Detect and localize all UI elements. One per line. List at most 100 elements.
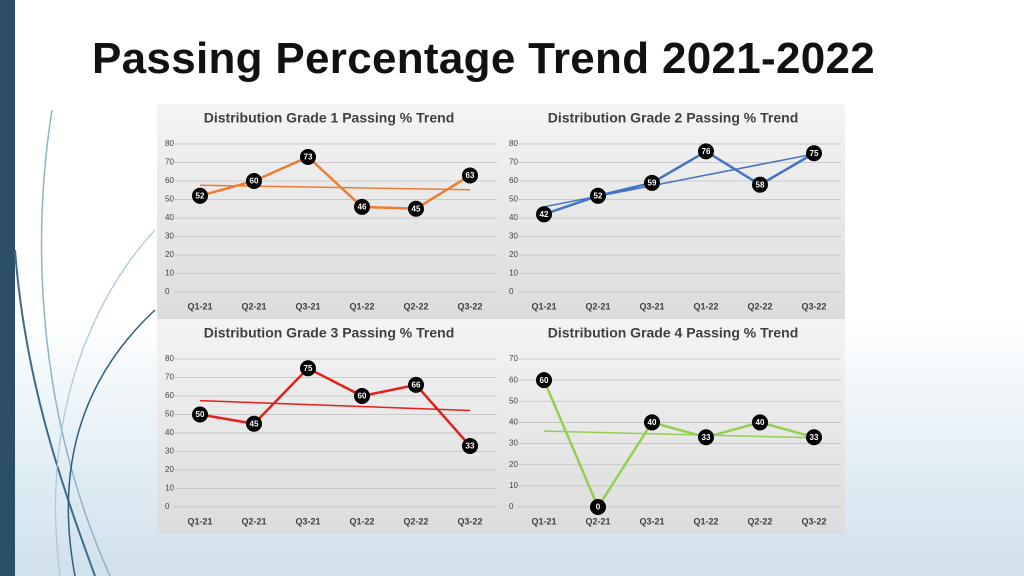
y-tick-label: 30 bbox=[165, 447, 174, 456]
y-tick-label: 50 bbox=[509, 195, 518, 204]
data-line bbox=[199, 366, 471, 447]
decor-curve bbox=[40, 109, 111, 576]
data-point bbox=[536, 372, 552, 389]
y-tick-label: 40 bbox=[509, 213, 518, 222]
y-tick-label: 40 bbox=[165, 428, 174, 437]
data-label: 60 bbox=[358, 392, 367, 401]
data-point bbox=[806, 429, 822, 446]
data-point bbox=[300, 148, 316, 165]
chart-panel bbox=[501, 319, 845, 534]
data-point bbox=[644, 414, 660, 431]
y-tick-label: 70 bbox=[165, 373, 174, 382]
x-tick-label: Q1-21 bbox=[531, 301, 556, 311]
y-tick-label: 30 bbox=[509, 232, 518, 241]
y-tick-label: 70 bbox=[509, 158, 518, 167]
data-label: 60 bbox=[540, 376, 549, 385]
chart-title: Distribution Grade 3 Passing % Trend bbox=[204, 325, 455, 341]
x-tick-label: Q2-21 bbox=[241, 301, 266, 311]
y-tick-label: 40 bbox=[165, 213, 174, 222]
y-tick-label: 10 bbox=[165, 269, 174, 278]
x-tick-label: Q2-22 bbox=[747, 301, 772, 311]
data-point bbox=[698, 143, 714, 160]
y-tick-label: 10 bbox=[509, 481, 518, 490]
data-label: 59 bbox=[648, 178, 657, 187]
chart-panel bbox=[157, 104, 501, 319]
data-label: 45 bbox=[250, 419, 259, 428]
data-label: 66 bbox=[412, 381, 421, 390]
x-tick-label: Q2-22 bbox=[747, 516, 772, 526]
data-label: 76 bbox=[702, 147, 711, 156]
y-tick-label: 80 bbox=[509, 139, 518, 148]
data-label: 75 bbox=[810, 149, 819, 158]
y-tick-label: 50 bbox=[165, 195, 174, 204]
data-label: 46 bbox=[358, 203, 367, 212]
data-label: 40 bbox=[756, 418, 765, 427]
x-tick-label: Q3-21 bbox=[295, 301, 320, 311]
data-label: 0 bbox=[596, 503, 601, 512]
data-point bbox=[462, 437, 478, 454]
data-label: 73 bbox=[304, 153, 313, 162]
x-tick-label: Q1-22 bbox=[349, 516, 374, 526]
data-point bbox=[246, 173, 262, 189]
x-tick-label: Q2-22 bbox=[403, 301, 428, 311]
data-point bbox=[698, 429, 714, 446]
data-point bbox=[462, 167, 478, 184]
y-tick-label: 10 bbox=[509, 269, 518, 278]
data-point bbox=[806, 145, 822, 162]
data-line bbox=[543, 149, 815, 216]
slide-title: Passing Percentage Trend 2021-2022 bbox=[92, 34, 876, 83]
y-tick-label: 0 bbox=[509, 502, 514, 511]
data-point bbox=[408, 376, 424, 393]
trend-line bbox=[543, 430, 815, 439]
data-label: 42 bbox=[540, 210, 549, 219]
y-tick-label: 20 bbox=[165, 250, 174, 259]
x-tick-label: Q3-21 bbox=[639, 516, 664, 526]
data-point bbox=[246, 415, 262, 432]
x-tick-label: Q1-21 bbox=[187, 516, 212, 526]
x-tick-label: Q2-21 bbox=[241, 516, 266, 526]
data-point bbox=[644, 174, 660, 191]
trend-line bbox=[199, 184, 471, 191]
y-tick-label: 0 bbox=[509, 287, 514, 296]
y-tick-label: 30 bbox=[165, 232, 174, 241]
data-label: 50 bbox=[196, 410, 205, 419]
data-point bbox=[590, 187, 606, 204]
y-tick-label: 20 bbox=[509, 250, 518, 259]
decor-curve bbox=[67, 309, 156, 576]
y-tick-label: 60 bbox=[165, 176, 174, 185]
chart-title: Distribution Grade 2 Passing % Trend bbox=[548, 110, 799, 126]
x-tick-label: Q3-22 bbox=[801, 301, 826, 311]
x-tick-label: Q3-22 bbox=[801, 516, 826, 526]
x-tick-label: Q2-21 bbox=[585, 516, 610, 526]
y-tick-label: 20 bbox=[165, 465, 174, 474]
data-point bbox=[192, 187, 208, 204]
chart-title: Distribution Grade 1 Passing % Trend bbox=[204, 110, 455, 126]
data-label: 33 bbox=[702, 433, 711, 442]
y-tick-label: 70 bbox=[509, 354, 518, 363]
chart-panel bbox=[501, 104, 845, 319]
data-label: 52 bbox=[196, 191, 205, 200]
y-tick-label: 20 bbox=[509, 460, 518, 469]
data-label: 63 bbox=[466, 171, 475, 180]
data-label: 60 bbox=[250, 177, 259, 186]
data-line bbox=[542, 379, 815, 510]
y-tick-label: 0 bbox=[165, 287, 170, 296]
data-line bbox=[199, 155, 471, 211]
data-point bbox=[752, 176, 768, 193]
data-label: 58 bbox=[756, 180, 765, 189]
x-tick-label: Q1-21 bbox=[187, 301, 212, 311]
x-tick-label: Q1-22 bbox=[693, 301, 718, 311]
data-point bbox=[408, 200, 424, 217]
data-label: 33 bbox=[466, 442, 475, 451]
data-point bbox=[300, 360, 316, 377]
chart-panel bbox=[157, 319, 501, 534]
x-tick-label: Q1-21 bbox=[531, 516, 556, 526]
y-tick-label: 30 bbox=[509, 439, 518, 448]
data-point bbox=[354, 198, 370, 215]
data-label: 45 bbox=[412, 204, 421, 213]
y-tick-label: 40 bbox=[509, 418, 518, 427]
x-tick-label: Q3-21 bbox=[295, 516, 320, 526]
x-tick-label: Q1-22 bbox=[693, 516, 718, 526]
